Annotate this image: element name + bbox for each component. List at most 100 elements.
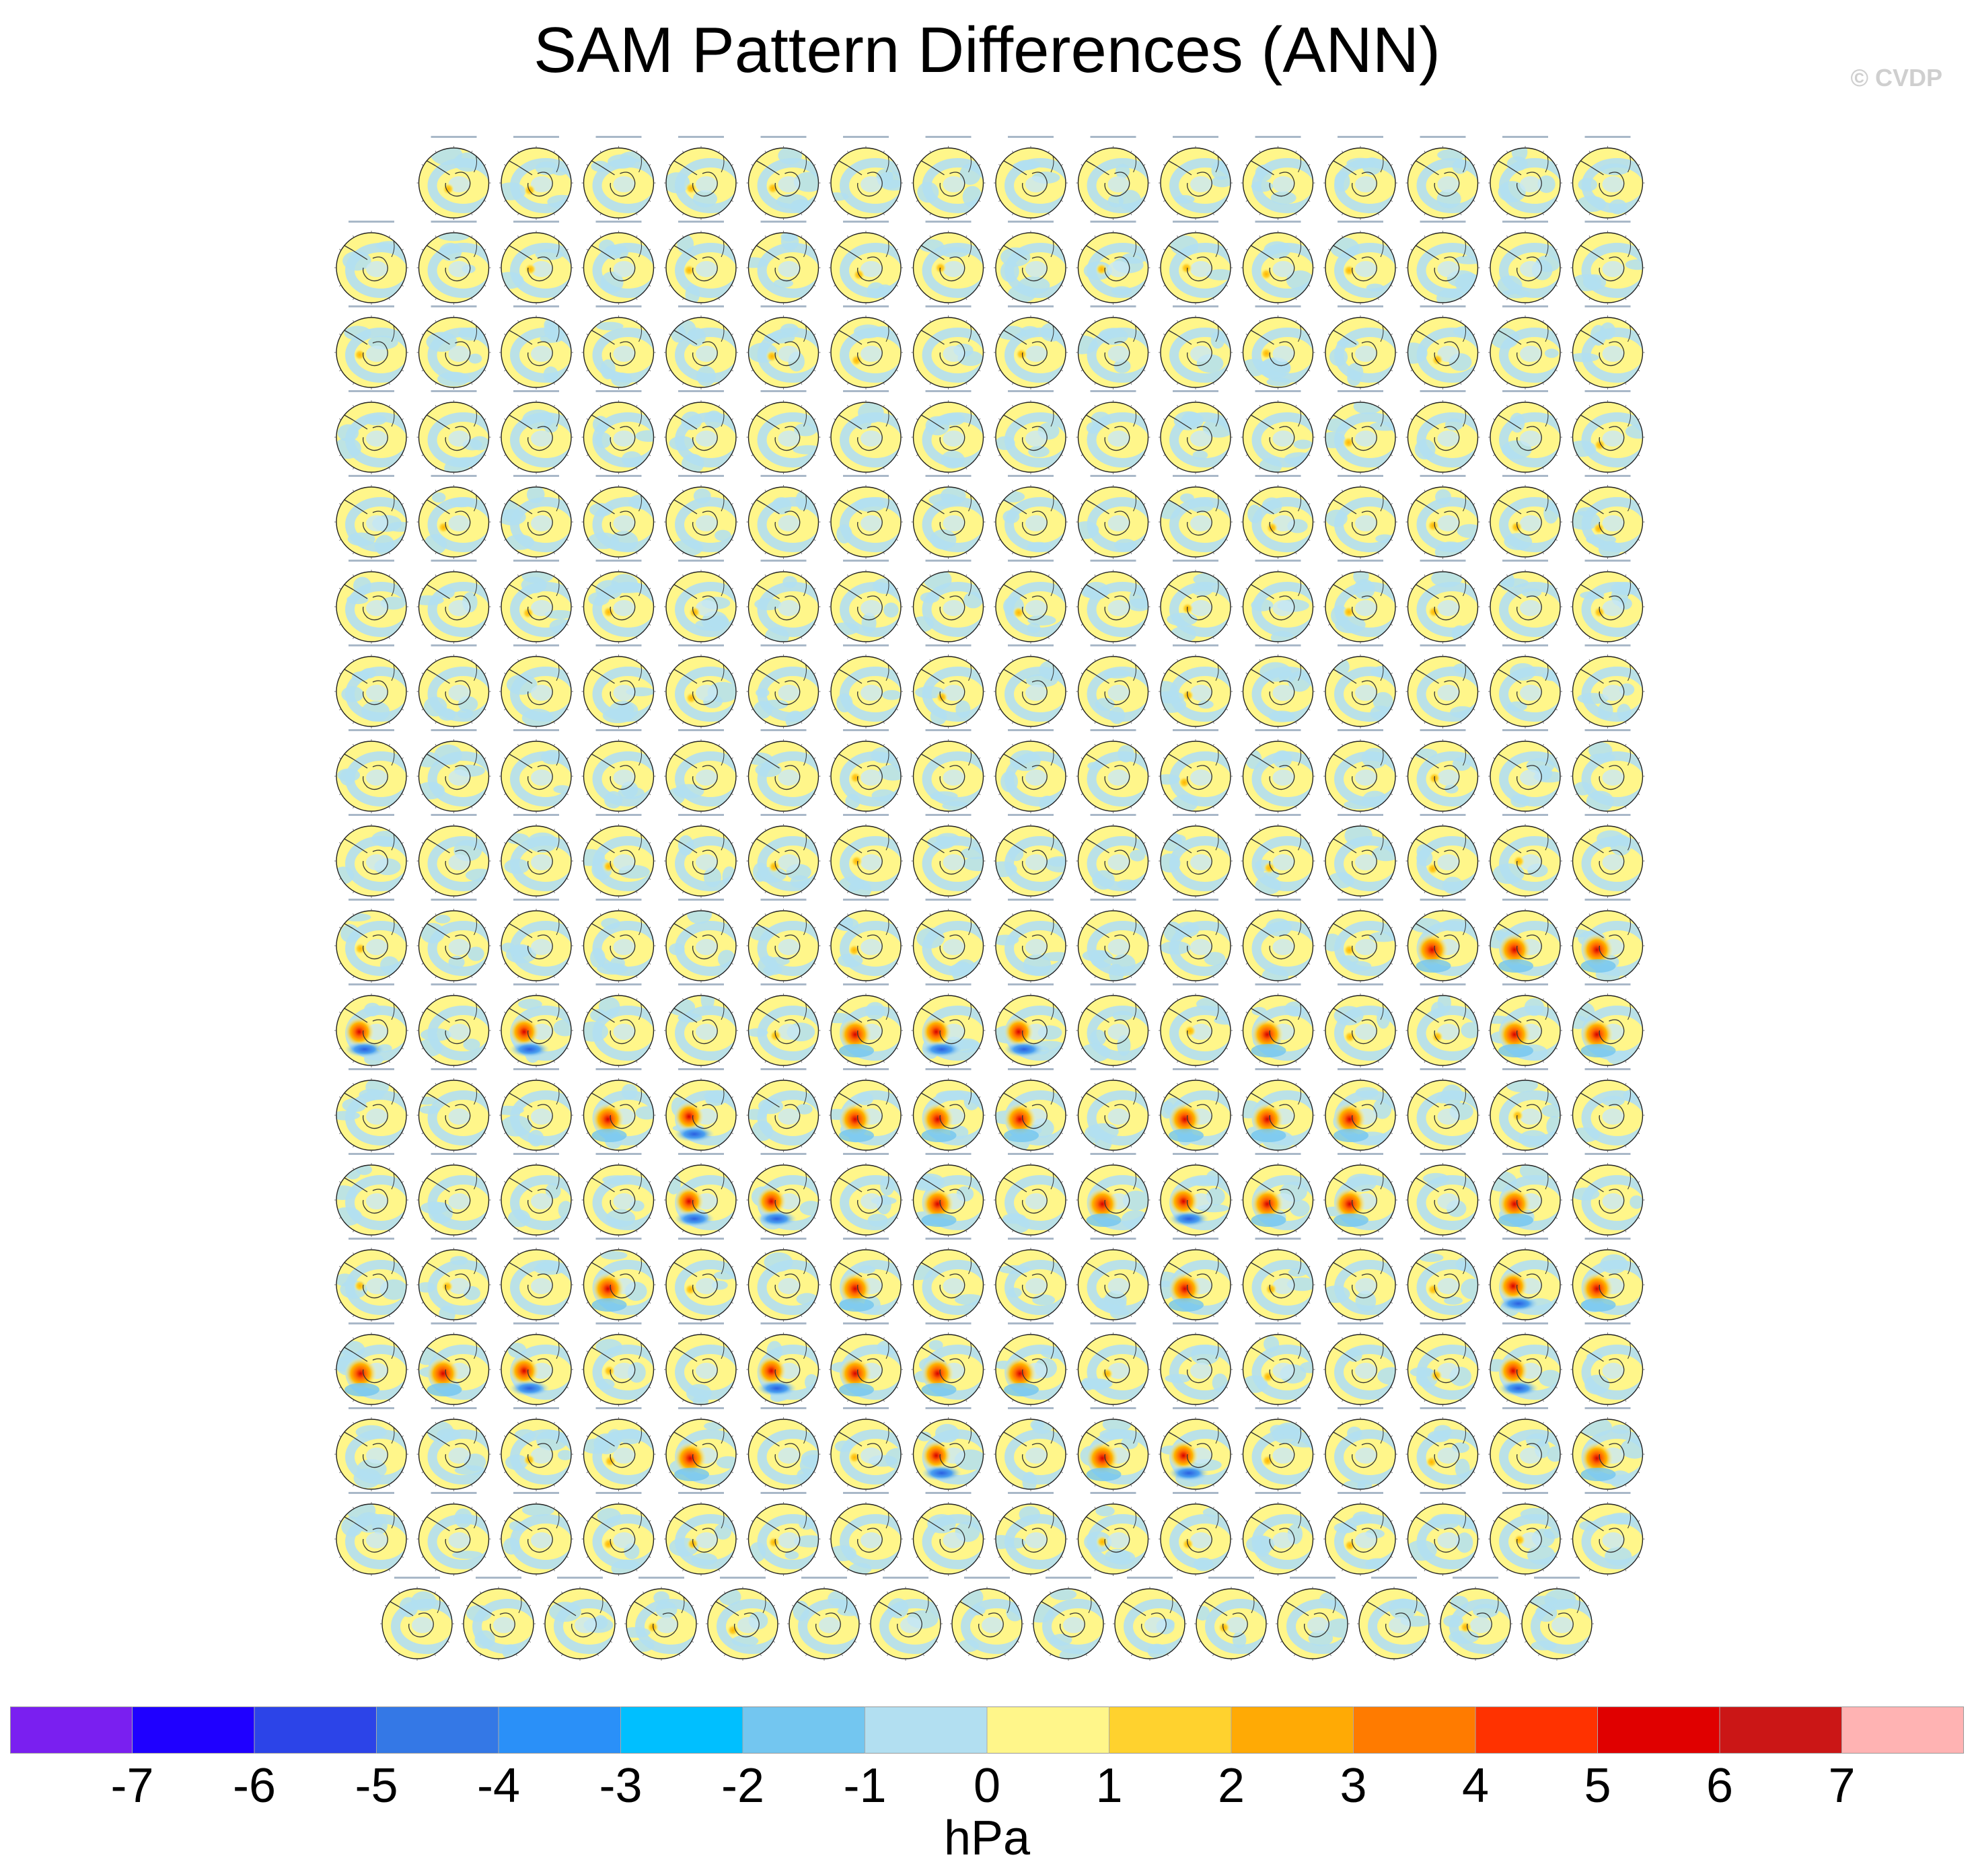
map-panel	[994, 1153, 1068, 1237]
map-panel	[994, 475, 1068, 559]
panel-title	[1502, 136, 1548, 138]
panel-title	[1502, 729, 1548, 731]
map-panel	[1076, 560, 1150, 644]
map-panel	[1076, 1322, 1150, 1406]
panel-title	[1255, 136, 1301, 138]
panel-title	[843, 814, 889, 816]
map-panel	[1323, 560, 1397, 644]
map-panel	[1159, 390, 1233, 474]
panel-title	[1420, 221, 1466, 223]
panel-title	[1008, 136, 1054, 138]
map-panel	[1241, 1322, 1315, 1406]
panel-title	[678, 1492, 724, 1494]
map-panel	[706, 1577, 780, 1661]
panel-title	[1090, 729, 1136, 731]
map-panel	[664, 729, 738, 813]
panel-title	[595, 1068, 642, 1070]
panel-title	[1584, 1407, 1631, 1409]
panel-title	[557, 1577, 603, 1579]
map-panel	[1159, 1153, 1233, 1237]
map-panel	[1241, 644, 1315, 728]
map-panel	[334, 560, 408, 644]
panel-title	[513, 814, 559, 816]
map-panel	[1405, 475, 1480, 559]
map-panel	[664, 560, 738, 644]
panel-title	[843, 1068, 889, 1070]
panel-title	[925, 644, 972, 646]
panel-title	[349, 1068, 394, 1070]
panel-title	[1255, 899, 1301, 901]
map-panel	[581, 899, 656, 983]
map-panel	[1194, 1577, 1268, 1661]
map-panel	[829, 983, 903, 1067]
map-panel	[1076, 1238, 1150, 1322]
panel-title	[595, 1153, 642, 1155]
panel-title	[925, 136, 972, 138]
map-panel	[994, 1068, 1068, 1152]
map-panel	[1323, 1492, 1397, 1576]
map-panel	[1405, 136, 1480, 220]
panel-title	[1090, 475, 1136, 477]
map-panel	[664, 814, 738, 898]
panel-title	[760, 1322, 807, 1324]
panel-title	[1338, 221, 1383, 223]
colorbar-box	[1475, 1706, 1598, 1754]
map-panel	[499, 983, 573, 1067]
map-panel	[911, 1322, 986, 1406]
panel-title	[843, 1238, 889, 1240]
map-panel	[1570, 136, 1645, 220]
panel-title	[1502, 1068, 1548, 1070]
map-panel	[581, 1238, 656, 1322]
panel-title	[595, 644, 642, 646]
panel-title	[1420, 475, 1466, 477]
map-panel	[911, 814, 986, 898]
panel-title	[1584, 899, 1631, 901]
map-panel	[581, 221, 656, 305]
map-panel	[746, 305, 821, 389]
colorbar-box	[1109, 1706, 1232, 1754]
panel-title	[1584, 983, 1631, 985]
map-panel	[950, 1577, 1024, 1661]
map-panel	[1570, 1238, 1645, 1322]
map-panel	[581, 305, 656, 389]
panel-title	[513, 560, 559, 562]
map-panel	[1241, 1238, 1315, 1322]
panel-title	[760, 729, 807, 731]
colorbar-box	[1353, 1706, 1476, 1754]
map-panel	[994, 814, 1068, 898]
panel-title	[1008, 390, 1054, 392]
panel-title	[678, 1238, 724, 1240]
map-panel	[1570, 1407, 1645, 1491]
map-panel	[416, 729, 491, 813]
colorbar-box	[743, 1706, 865, 1754]
panel-title	[1173, 1492, 1218, 1494]
map-panel	[1570, 1068, 1645, 1152]
panel-title	[1584, 729, 1631, 731]
map-panel	[499, 1238, 573, 1322]
map-panel	[746, 1238, 821, 1322]
panel-title	[1420, 1492, 1466, 1494]
panel-title	[1173, 1068, 1218, 1070]
map-panel	[994, 390, 1068, 474]
panel-title	[1255, 1322, 1301, 1324]
map-panel	[746, 1068, 821, 1152]
map-panel	[1488, 221, 1562, 305]
map-panel	[1076, 983, 1150, 1067]
panel-title	[678, 644, 724, 646]
map-panel	[1323, 814, 1397, 898]
panel-title	[1255, 644, 1301, 646]
map-panel	[1159, 560, 1233, 644]
panel-title	[1255, 305, 1301, 307]
map-panel	[994, 221, 1068, 305]
map-panel	[1241, 305, 1315, 389]
map-panel	[1323, 221, 1397, 305]
map-panel	[1159, 1068, 1233, 1152]
map-panel	[1076, 1492, 1150, 1576]
map-panel	[1405, 305, 1480, 389]
map-panel	[1488, 983, 1562, 1067]
colorbar-box	[620, 1706, 743, 1754]
panel-title	[1008, 1322, 1054, 1324]
panel-title	[678, 305, 724, 307]
map-panel	[1405, 390, 1480, 474]
map-panel	[1076, 1153, 1150, 1237]
